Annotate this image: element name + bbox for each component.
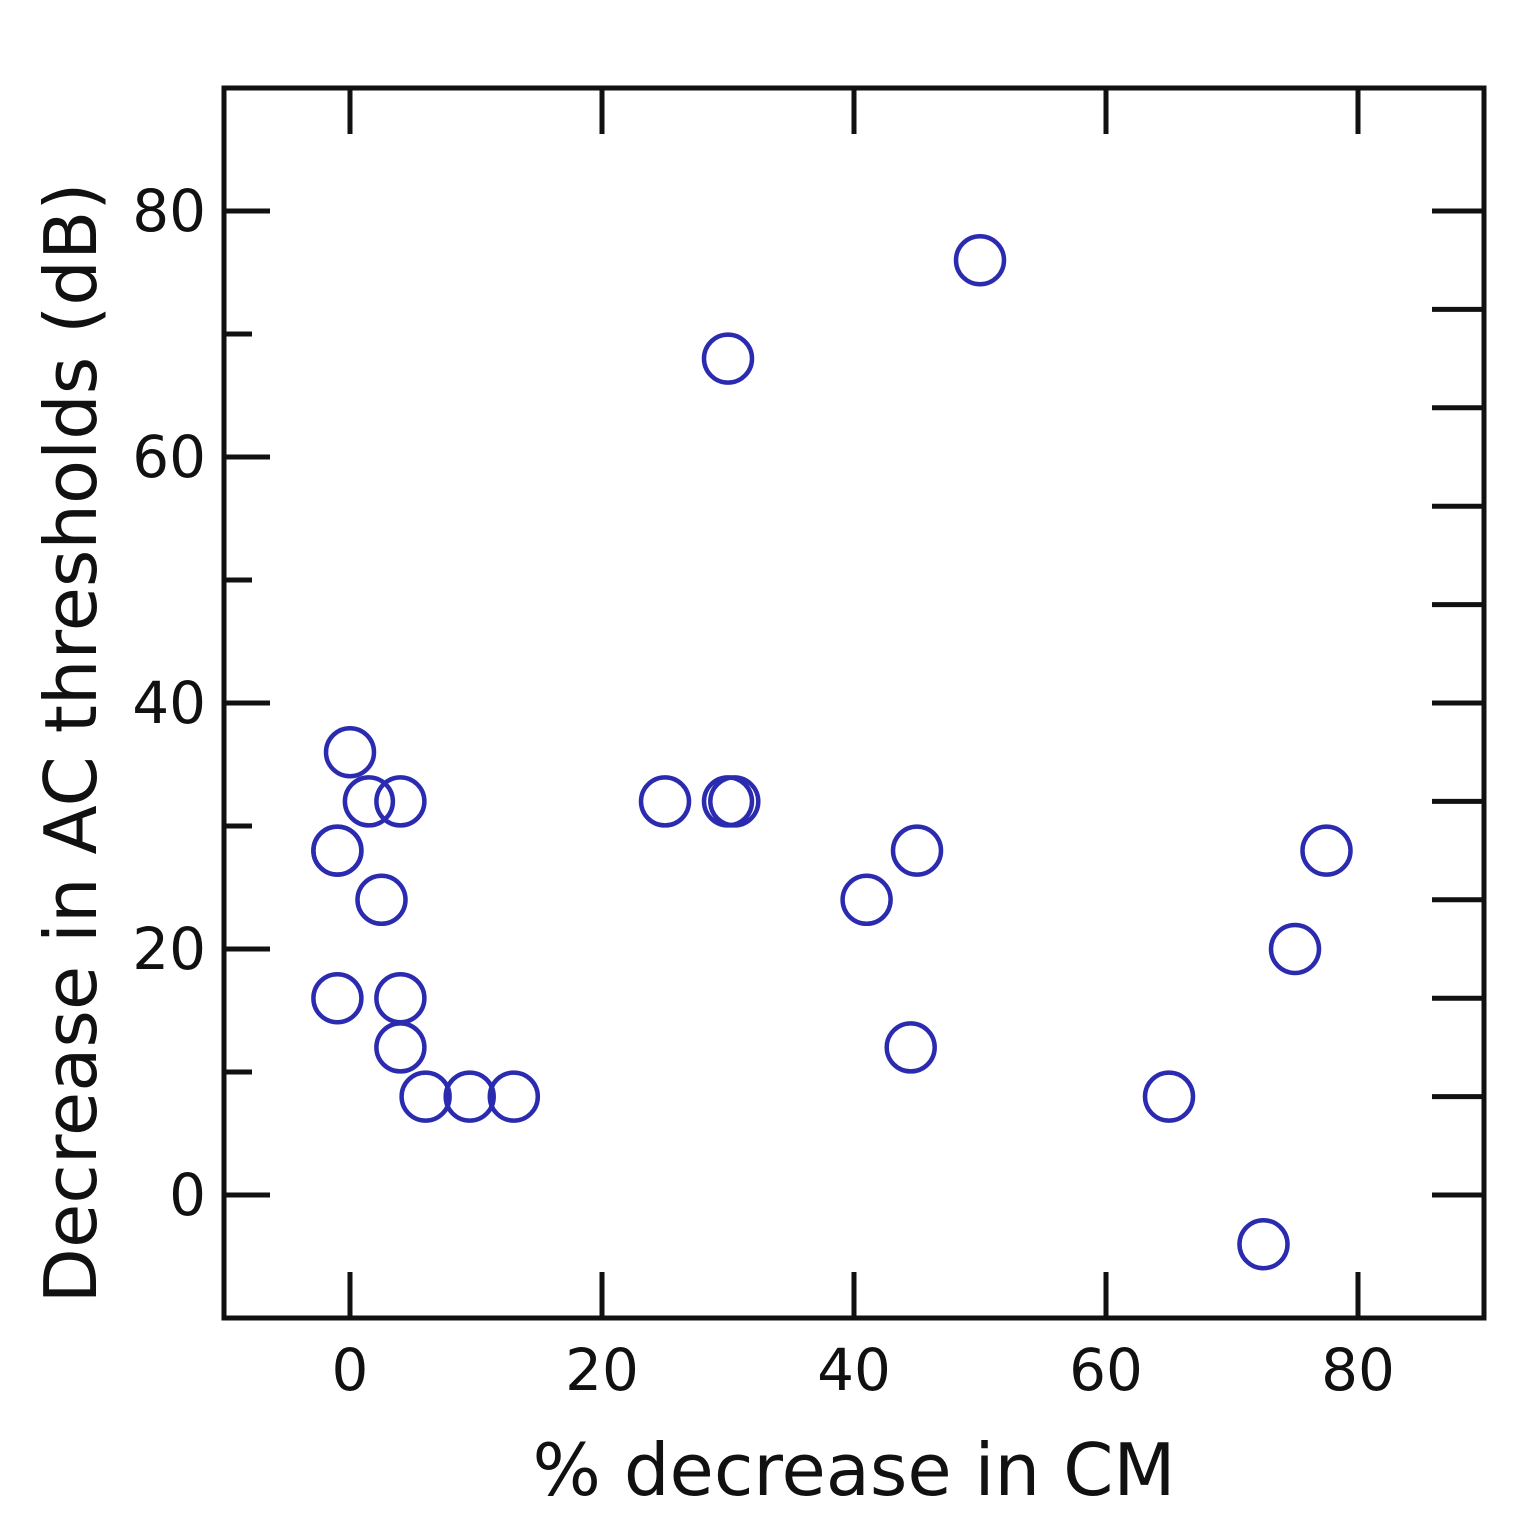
y-axis-label: Decrease in AC thresholds (dB) [29,183,113,1304]
data-point [311,971,364,1025]
plot-frame [221,85,1487,1321]
data-point [1300,824,1353,877]
data-point [840,873,893,927]
data-point [1142,1070,1196,1123]
y-tick-label: 0 [169,1161,206,1229]
x-tick-label: 60 [1069,1336,1143,1404]
y-tick-label: 60 [132,423,206,491]
y-tick-label: 80 [132,177,206,245]
data-point [374,971,427,1025]
data-points [311,233,1353,1271]
data-point [443,1070,496,1123]
x-tick-label: 0 [332,1336,369,1404]
data-point [355,873,408,927]
x-tick-label: 40 [817,1336,891,1404]
x-tick-label: 20 [565,1336,639,1404]
data-point [311,824,364,877]
data-point [1237,1217,1290,1271]
data-point [342,775,396,828]
data-point [374,1021,427,1074]
chart-axes [221,85,1487,1321]
y-tick-label: 40 [132,669,206,737]
data-point [701,332,755,385]
y-tick-label: 20 [132,915,206,983]
data-point [374,775,427,828]
data-point [323,725,377,779]
data-point [638,775,692,828]
data-point [953,233,1007,287]
data-point [399,1070,452,1123]
data-point [708,775,761,828]
x-tick-label: 80 [1321,1336,1395,1404]
x-axis-label: % decrease in CM [533,1428,1176,1512]
tick-labels: 0 20 40 60 80 0 20 40 60 80 [132,177,1395,1404]
data-point [890,824,944,877]
data-point [487,1070,541,1123]
data-point [884,1021,937,1074]
data-point [1268,922,1322,976]
